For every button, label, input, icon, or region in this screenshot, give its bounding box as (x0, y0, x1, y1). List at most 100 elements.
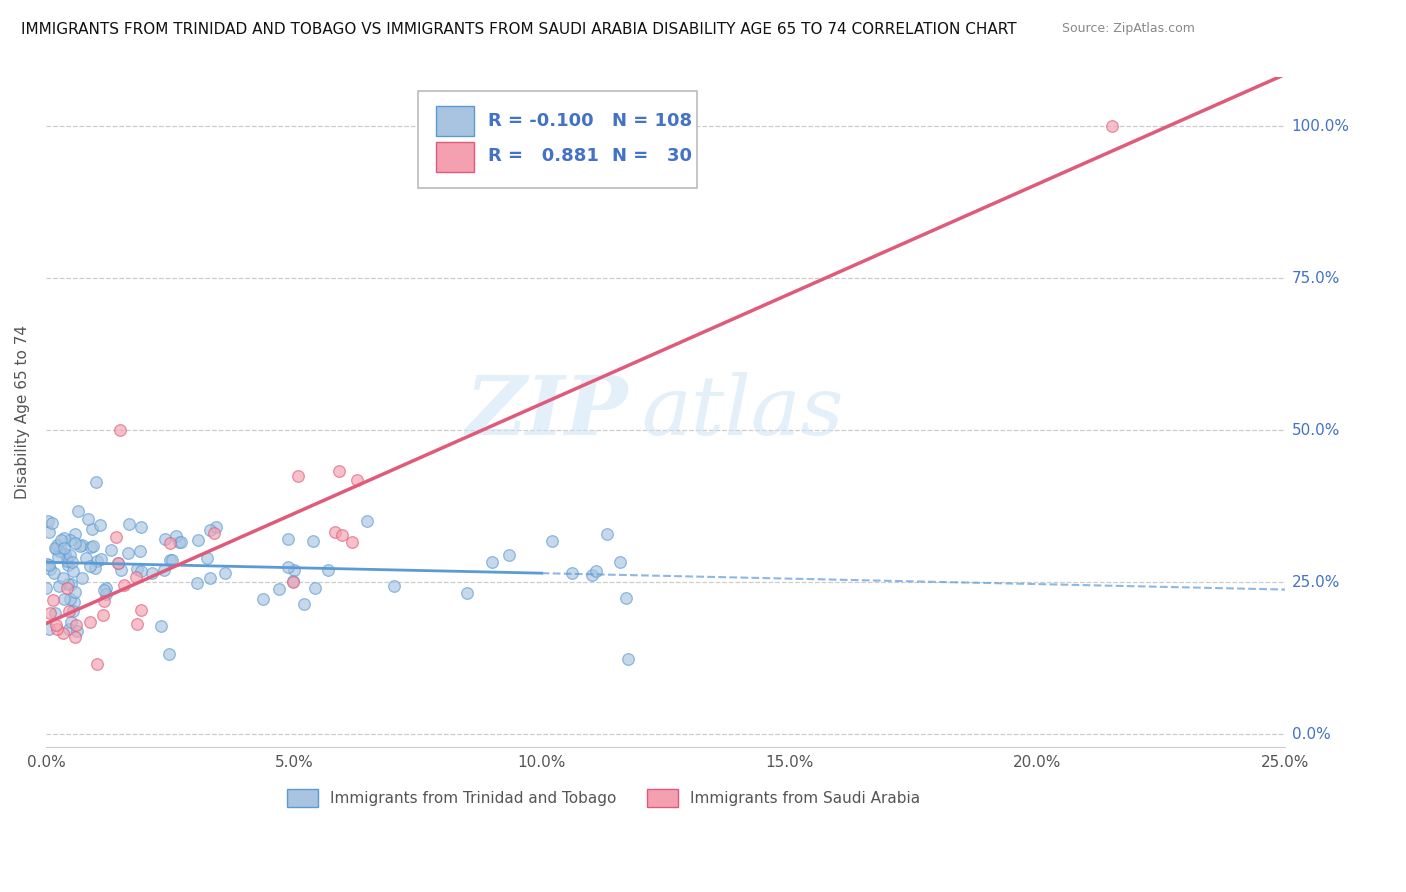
Text: ZIP: ZIP (465, 372, 628, 452)
Point (49, 543, 72, 558)
Point (44, 541, 66, 556)
Point (84, 560, 107, 574)
Point (93, 583, 115, 598)
Point (561, 566, 583, 580)
Point (48, 544, 70, 558)
Point (318, 563, 340, 577)
Point (198, 571, 221, 585)
Point (59, 533, 82, 547)
Point (323, 525, 346, 540)
Point (65, 536, 87, 550)
Point (38, 561, 60, 575)
Point (105, 530, 128, 544)
FancyBboxPatch shape (436, 105, 474, 136)
Point (186, 576, 208, 591)
Point (118, 517, 141, 532)
Point (124, 570, 146, 584)
Point (42, 592, 65, 607)
Point (56, 552, 79, 566)
Point (170, 535, 193, 549)
Point (53, 547, 76, 561)
Point (53, 541, 76, 556)
Point (52, 571, 75, 585)
Text: 0.0%: 0.0% (1292, 727, 1330, 742)
Y-axis label: Disability Age 65 to 74: Disability Age 65 to 74 (15, 325, 30, 499)
Point (60, 555, 83, 569)
Point (129, 603, 152, 617)
Point (342, 535, 364, 549)
Point (38, 524, 60, 539)
Point (277, 559, 299, 574)
Point (281, 574, 304, 588)
Point (44, 617, 66, 632)
Point (125, 616, 148, 631)
Text: 50.0%: 50.0% (1292, 423, 1340, 438)
Point (346, 473, 368, 487)
Point (65, 617, 87, 632)
Text: 75.0%: 75.0% (1292, 270, 1340, 285)
Point (63, 630, 86, 644)
Point (58, 622, 80, 636)
Text: atlas: atlas (641, 372, 844, 452)
Text: R = -0.100: R = -0.100 (488, 112, 595, 130)
Point (65, 527, 87, 541)
Point (49, 533, 72, 547)
Point (59, 615, 82, 630)
Text: R =   0.881: R = 0.881 (488, 147, 599, 165)
Point (107, 556, 129, 570)
Point (153, 532, 176, 546)
FancyBboxPatch shape (418, 91, 696, 188)
Point (52, 626, 75, 640)
Point (481, 555, 503, 569)
Point (157, 648, 180, 662)
Point (90, 552, 112, 566)
Point (35, 581, 58, 595)
Point (94, 581, 117, 595)
Point (195, 551, 218, 566)
Point (214, 566, 236, 581)
Point (70, 571, 93, 585)
Point (77, 512, 100, 526)
FancyBboxPatch shape (436, 142, 474, 172)
Point (301, 533, 323, 548)
Text: IMMIGRANTS FROM TRINIDAD AND TOBAGO VS IMMIGRANTS FROM SAUDI ARABIA DISABILITY A: IMMIGRANTS FROM TRINIDAD AND TOBAGO VS I… (21, 22, 1017, 37)
Point (125, 562, 148, 576)
Point (540, 533, 562, 548)
Point (150, 619, 173, 633)
Point (328, 465, 350, 479)
Point (79, 559, 101, 574)
Point (205, 520, 228, 534)
Point (159, 552, 181, 566)
Point (110, 423, 132, 437)
Point (80, 522, 103, 536)
Point (200, 523, 222, 537)
Point (62, 595, 84, 609)
Text: Source: ZipAtlas.com: Source: ZipAtlas.com (1062, 22, 1195, 36)
Point (80, 540, 103, 554)
Text: N = 108: N = 108 (613, 112, 693, 130)
Point (38, 622, 60, 636)
Point (66, 624, 89, 638)
Point (129, 564, 152, 578)
Point (44, 606, 66, 620)
Point (38, 558, 60, 572)
Point (86, 657, 108, 671)
Point (304, 581, 326, 595)
Point (53, 591, 76, 606)
Point (129, 544, 152, 558)
Point (269, 582, 291, 597)
Point (283, 563, 305, 577)
Point (117, 546, 139, 560)
Point (35, 557, 58, 571)
Point (72, 538, 94, 552)
Point (277, 532, 299, 546)
Point (53, 531, 76, 545)
Text: 25.0%: 25.0% (1292, 574, 1340, 590)
Point (356, 514, 378, 528)
Point (94, 587, 117, 601)
Point (89, 517, 111, 532)
Point (65, 585, 87, 599)
Point (45, 623, 67, 637)
Point (581, 568, 603, 582)
Point (59, 592, 82, 607)
